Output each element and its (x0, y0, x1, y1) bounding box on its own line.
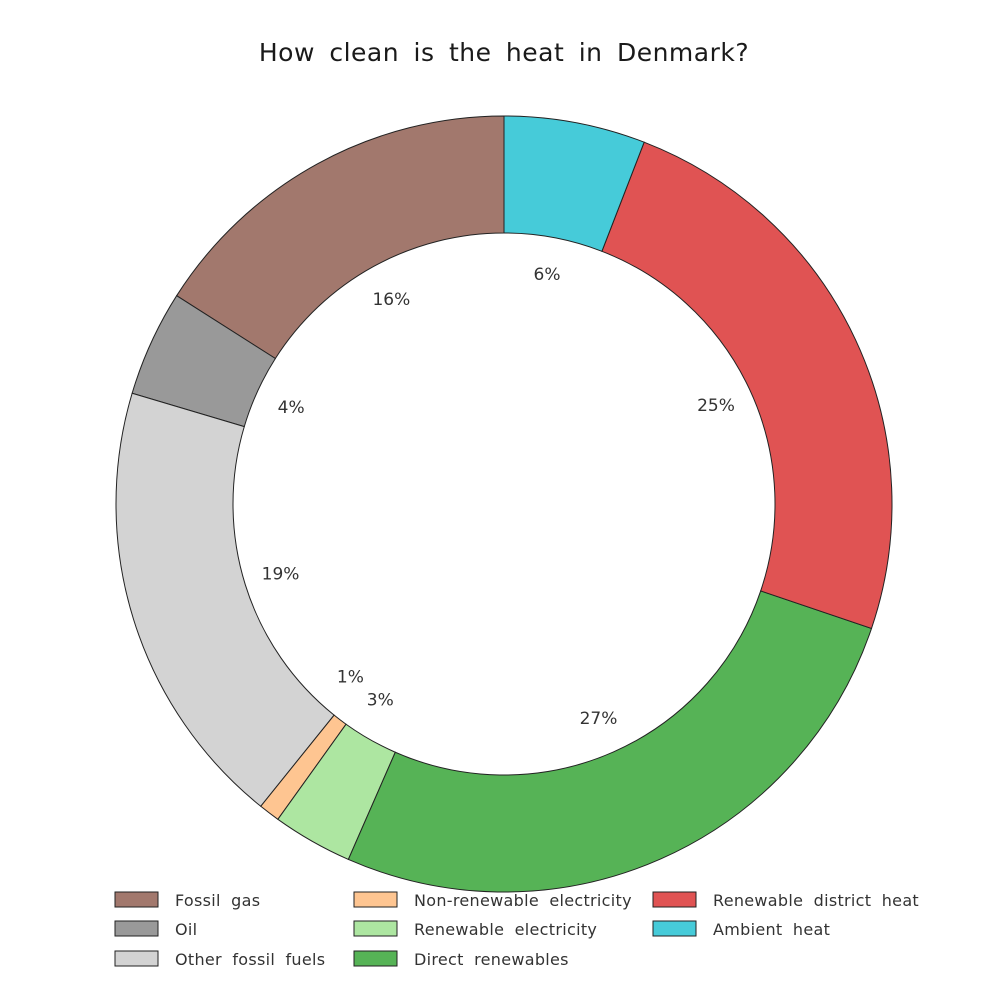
slice-ambient-heat (503, 115, 645, 252)
legend-item-other-fossil-fuels: Other fossil fuels (114, 950, 325, 969)
label-non-renewable-electricity: 1% (337, 667, 364, 687)
chart-title: How clean is the heat in Denmark? (259, 38, 749, 67)
label-oil: 4% (278, 398, 305, 418)
legend-swatch (114, 891, 159, 908)
legend-item-ambient-heat: Ambient heat (652, 920, 830, 939)
label-direct-renewables: 27% (580, 709, 618, 729)
legend-label: Ambient heat (713, 920, 830, 939)
donut-slices (115, 115, 893, 893)
legend-item-oil: Oil (114, 920, 197, 939)
legend-label: Oil (175, 920, 197, 939)
legend-swatch (652, 891, 697, 908)
label-renewable-electricity: 3% (367, 690, 394, 710)
label-other-fossil-fuels: 19% (262, 565, 300, 585)
legend-label: Direct renewables (414, 950, 569, 969)
legend-item-renewable-electricity: Renewable electricity (353, 920, 597, 939)
legend-swatch (353, 950, 398, 967)
legend-item-renewable-district-heat: Renewable district heat (652, 891, 919, 910)
slice-other-fossil-fuels (115, 392, 335, 807)
legend: Fossil gas Oil Other fossil fuels Non-renew… (114, 891, 919, 969)
legend-swatch (114, 950, 159, 967)
legend-label: Other fossil fuels (175, 950, 325, 969)
slice-renewable-district-heat (601, 141, 893, 630)
legend-item-fossil-gas: Fossil gas (114, 891, 260, 910)
legend-swatch (652, 920, 697, 937)
legend-label: Fossil gas (175, 891, 260, 910)
legend-label: Renewable district heat (713, 891, 919, 910)
percentage-labels: 16% 4% 19% 1%3% 27% 25% 6% (262, 265, 735, 729)
legend-label: Non-renewable electricity (414, 891, 632, 910)
label-fossil-gas: 16% (372, 290, 410, 310)
legend-swatch (353, 891, 398, 908)
legend-item-non-renewable-electricity: Non-renewable electricity (353, 891, 632, 910)
label-renewable-district-heat: 25% (697, 396, 735, 416)
slice-direct-renewables (347, 590, 873, 893)
legend-label: Renewable electricity (414, 920, 597, 939)
legend-swatch (353, 920, 398, 937)
legend-swatch (114, 920, 159, 937)
slice-fossil-gas (175, 115, 505, 360)
legend-item-direct-renewables: Direct renewables (353, 950, 569, 969)
label-ambient-heat: 6% (534, 265, 561, 285)
